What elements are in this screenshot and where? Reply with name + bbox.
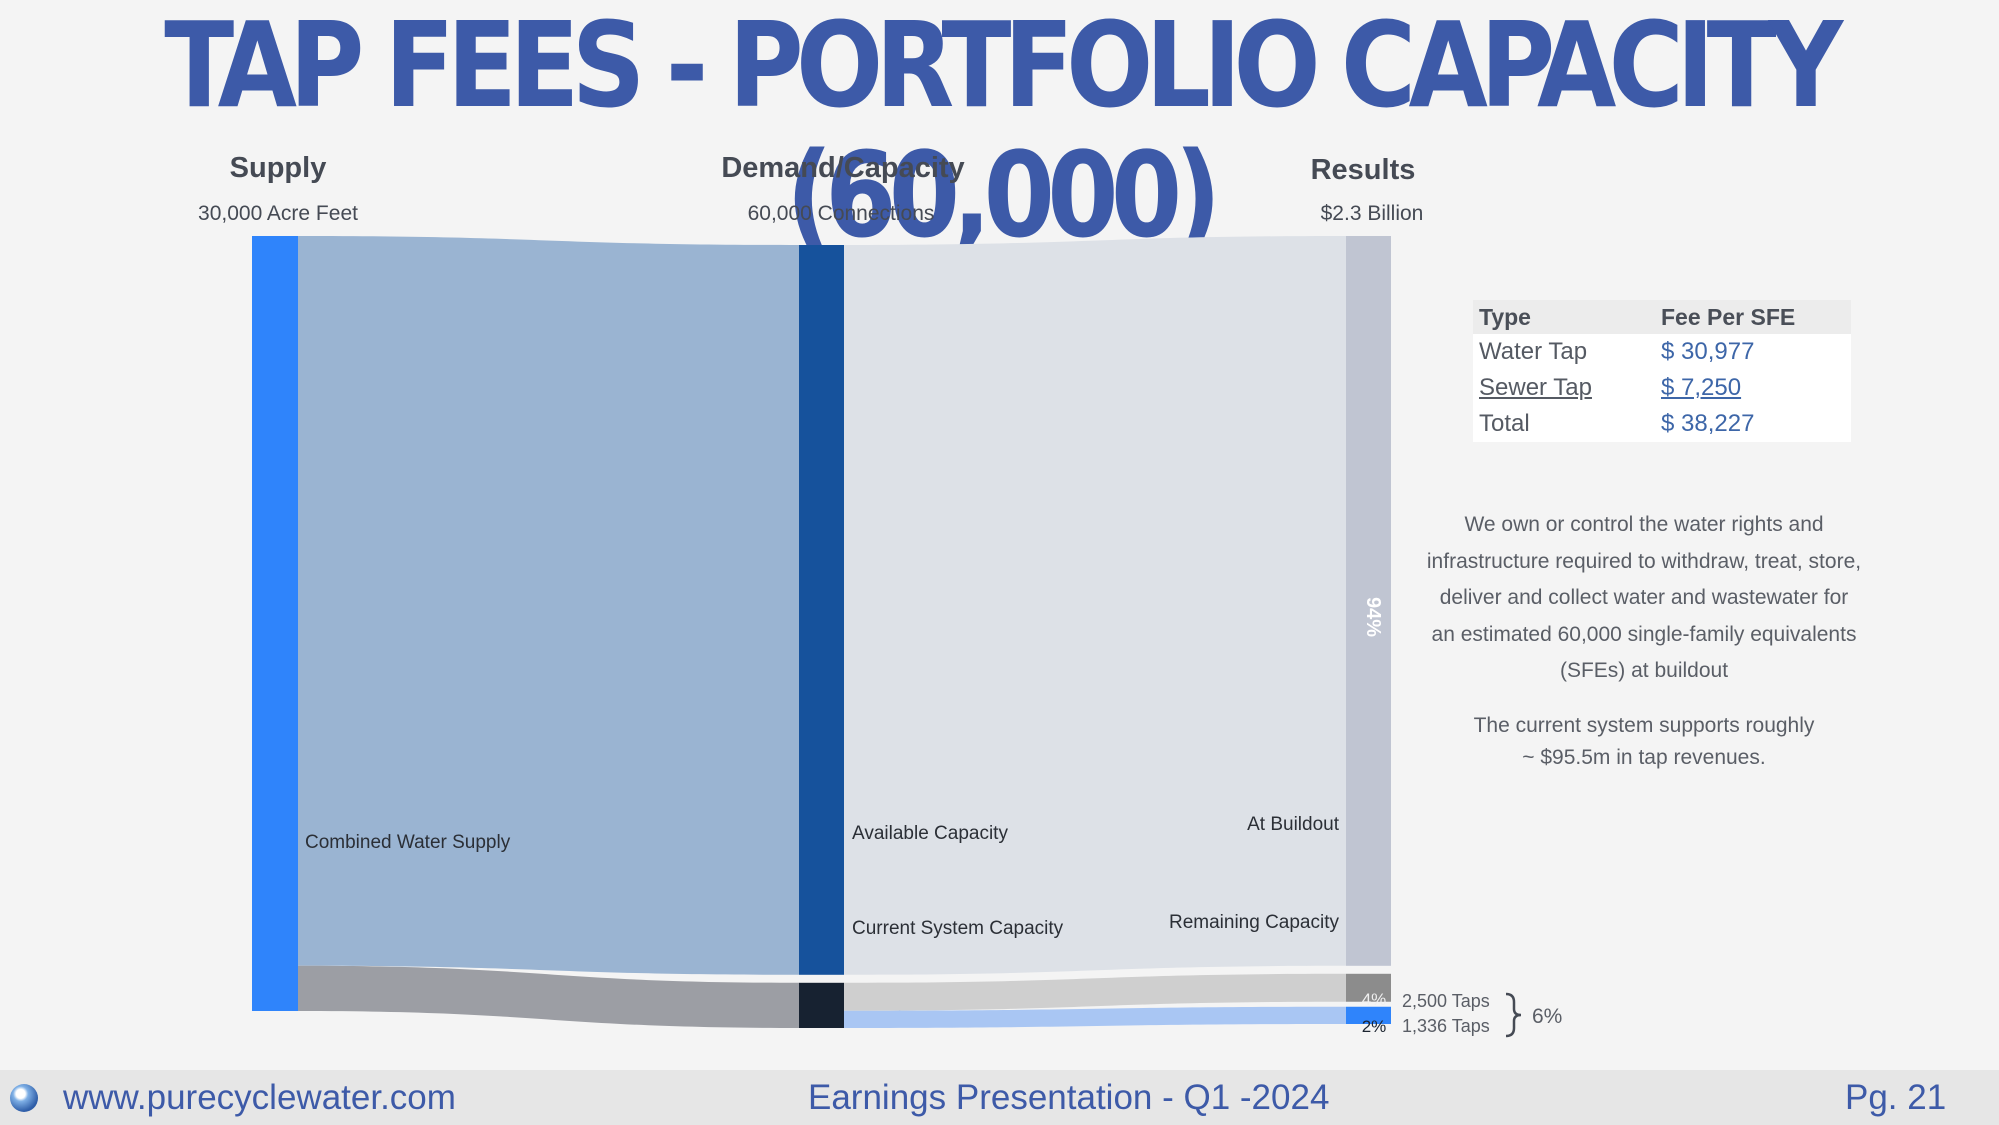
fee-table-header: Type Fee Per SFE bbox=[1473, 300, 1851, 334]
sankey-node-remaining bbox=[1346, 973, 1391, 1002]
sankey-chart: Combined Water Supply Available Capacity… bbox=[252, 236, 1562, 1038]
sankey-link-supply-current bbox=[298, 965, 799, 1028]
table-row: Sewer Tap $ 7,250 bbox=[1473, 370, 1851, 406]
table-row: Total $ 38,227 bbox=[1473, 406, 1851, 442]
footer: www.purecyclewater.com Earnings Presenta… bbox=[0, 1070, 1999, 1125]
pct-label-current-taps: 2% bbox=[1362, 1017, 1387, 1036]
description-line: (SFEs) at buildout bbox=[1559, 659, 1729, 682]
header-type: Type bbox=[1473, 300, 1655, 334]
fee-type: Total bbox=[1479, 410, 1530, 437]
label-remaining-capacity: Remaining Capacity bbox=[1169, 912, 1340, 933]
page-title: TAP FEES - PORTFOLIO CAPACITY (60,000) bbox=[164, 0, 1843, 264]
page-number: Pg. 21 bbox=[1845, 1078, 1947, 1117]
supply-column-subtitle: 30,000 Acre Feet bbox=[198, 202, 358, 225]
revenue-line: The current system supports roughly bbox=[1473, 714, 1815, 737]
demand-column-subtitle: 60,000 Connections bbox=[747, 202, 935, 225]
label-combined-water-supply: Combined Water Supply bbox=[305, 832, 511, 853]
revenue-paragraph: The current system supports roughly ~ $9… bbox=[1409, 710, 1879, 774]
fee-type: Water Tap bbox=[1479, 338, 1588, 365]
fee-value: $ 38,227 bbox=[1661, 410, 1755, 437]
description-line: We own or control the water rights and bbox=[1464, 513, 1824, 536]
table-row: Water Tap $ 30,977 bbox=[1473, 334, 1851, 370]
header-fee: Fee Per SFE bbox=[1655, 300, 1851, 334]
revenue-line: ~ $95.5m in tap revenues. bbox=[1522, 746, 1766, 769]
label-available-capacity: Available Capacity bbox=[852, 823, 1008, 844]
pct-label-remaining: 4% bbox=[1362, 990, 1387, 1009]
fee-value: $ 30,977 bbox=[1661, 338, 1755, 365]
fee-table: Type Fee Per SFE Water Tap $ 30,977 Sewe… bbox=[1473, 300, 1851, 442]
sankey-node-buildout bbox=[1346, 236, 1391, 966]
bracket-icon bbox=[1505, 992, 1522, 1038]
website-link[interactable]: www.purecyclewater.com bbox=[63, 1078, 456, 1117]
bracket-pct-label: 6% bbox=[1532, 1005, 1562, 1028]
demand-column-title: Demand/Capacity bbox=[721, 152, 965, 184]
description-line: infrastructure required to withdraw, tre… bbox=[1426, 549, 1862, 573]
sankey-node-supply bbox=[252, 236, 298, 1011]
description-line: an estimated 60,000 single-family equiva… bbox=[1431, 622, 1857, 646]
sankey-node-available bbox=[799, 245, 844, 975]
supply-column-title: Supply bbox=[229, 152, 327, 184]
label-current-system-capacity: Current System Capacity bbox=[852, 918, 1064, 939]
sankey-link-current-current_taps bbox=[844, 1006, 1346, 1028]
description-paragraph: We own or control the water rights and i… bbox=[1409, 507, 1879, 690]
fee-type: Sewer Tap bbox=[1479, 374, 1592, 401]
taps-label-remaining: 2,500 Taps bbox=[1402, 991, 1490, 1011]
description-line: deliver and collect water and wastewater… bbox=[1439, 586, 1849, 609]
presentation-title: Earnings Presentation - Q1 -2024 bbox=[808, 1078, 1330, 1117]
sankey-link-current-remaining bbox=[844, 973, 1346, 1011]
sankey-node-current_taps bbox=[1346, 1006, 1391, 1024]
fee-value: $ 7,250 bbox=[1661, 374, 1742, 401]
sankey-node-current bbox=[799, 982, 844, 1028]
sankey-link-available-buildout bbox=[844, 236, 1346, 975]
results-column-title: Results bbox=[1310, 154, 1416, 186]
pct-label-buildout: 94% bbox=[1362, 597, 1384, 637]
taps-label-current: 1,336 Taps bbox=[1402, 1016, 1490, 1036]
globe-icon bbox=[10, 1084, 38, 1112]
results-column-subtitle: $2.3 Billion bbox=[1320, 202, 1424, 225]
sankey-link-supply-available bbox=[298, 236, 799, 975]
label-at-buildout: At Buildout bbox=[1247, 814, 1340, 835]
